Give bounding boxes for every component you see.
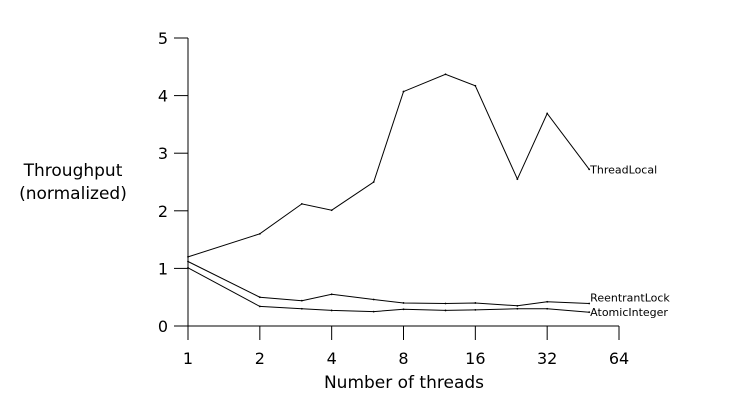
data-point-reentrantlock (300, 299, 303, 302)
x-tick-label: 2 (255, 349, 265, 368)
x-tick-label: 1 (183, 349, 193, 368)
data-point-atomicinteger (187, 266, 189, 269)
y-axis-label-line-2: (normalized) (19, 184, 127, 204)
data-point-reentrantlock (402, 302, 405, 304)
data-point-threadlocal (187, 255, 189, 258)
x-tick-label: 64 (609, 349, 629, 368)
data-point-atomicinteger (588, 311, 591, 314)
data-point-threadlocal (258, 232, 261, 235)
data-point-threadlocal (444, 73, 447, 76)
x-tick-label: 4 (327, 349, 337, 368)
data-point-reentrantlock (516, 304, 519, 307)
data-point-reentrantlock (258, 296, 261, 299)
data-point-threadlocal (474, 84, 477, 87)
x-axis-label: Number of threads (324, 373, 484, 393)
data-point-atomicinteger (372, 310, 375, 313)
data-point-threadlocal (516, 178, 519, 181)
data-point-atomicinteger (330, 309, 333, 312)
data-point-atomicinteger (516, 307, 519, 310)
series-line-reentrantlock (187, 261, 590, 307)
series-label-threadlocal: ThreadLocal (589, 163, 657, 176)
data-point-reentrantlock (444, 302, 447, 305)
y-axis-label-line-1: Throughput (23, 161, 123, 181)
series-line-atomicinteger (187, 267, 590, 313)
data-point-threadlocal (330, 209, 333, 212)
data-point-atomicinteger (300, 307, 303, 310)
data-point-reentrantlock (474, 302, 477, 304)
series-line-threadlocal (187, 73, 590, 258)
y-tick-label: 1 (158, 259, 168, 278)
data-point-atomicinteger (474, 308, 477, 311)
data-point-threadlocal (402, 90, 405, 93)
data-point-threadlocal (372, 181, 375, 183)
x-tick-label: 16 (465, 349, 485, 368)
data-point-reentrantlock (546, 300, 549, 303)
series-label-atomicinteger: AtomicInteger (590, 306, 668, 319)
data-point-reentrantlock (330, 293, 333, 296)
x-tick-label: 8 (398, 349, 408, 368)
y-tick-label: 5 (158, 29, 168, 48)
y-tick-label: 4 (158, 87, 168, 106)
data-point-reentrantlock (187, 260, 189, 263)
data-point-atomicinteger (546, 307, 549, 310)
y-tick-label: 3 (158, 144, 168, 163)
data-point-atomicinteger (402, 308, 405, 311)
data-point-reentrantlock (372, 298, 375, 301)
series-label-reentrantlock: ReentrantLock (590, 292, 670, 305)
y-tick-label: 0 (158, 317, 168, 336)
data-point-reentrantlock (588, 302, 591, 305)
data-point-threadlocal (588, 168, 591, 171)
data-point-atomicinteger (444, 309, 447, 312)
data-point-threadlocal (300, 202, 303, 205)
y-tick-label: 2 (158, 202, 168, 221)
data-point-threadlocal (546, 112, 549, 115)
data-point-atomicinteger (258, 305, 261, 308)
x-tick-label: 32 (537, 349, 557, 368)
